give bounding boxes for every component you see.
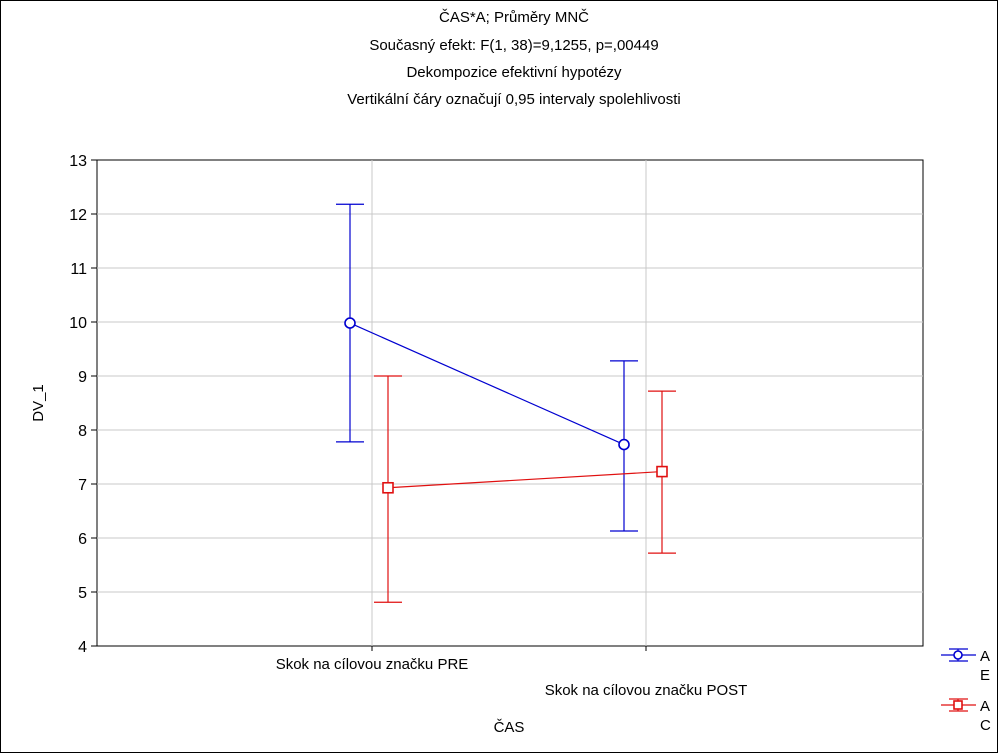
x-axis-label: ČAS bbox=[494, 719, 525, 736]
x-axis: Skok na cílovou značku PRE Skok na cílovo… bbox=[276, 646, 748, 699]
x-tick-label: Skok na cílovou značku POST bbox=[545, 682, 748, 699]
plot-area bbox=[97, 160, 923, 646]
y-tick-label: 7 bbox=[78, 477, 87, 494]
legend-label: C bbox=[980, 717, 991, 734]
data-point bbox=[345, 318, 355, 328]
legend-label: A bbox=[980, 698, 990, 715]
y-tick-label: 4 bbox=[78, 639, 87, 656]
legend-entry-1: AE bbox=[941, 648, 990, 684]
legend-marker bbox=[954, 651, 962, 659]
y-tick-label: 12 bbox=[69, 207, 87, 224]
y-tick-label: 9 bbox=[78, 369, 87, 386]
legend-entry-2: AC bbox=[941, 698, 991, 734]
y-tick-label: 13 bbox=[69, 153, 87, 170]
y-tick-label: 10 bbox=[69, 315, 87, 332]
y-tick-label: 5 bbox=[78, 585, 87, 602]
y-tick-label: 8 bbox=[78, 423, 87, 440]
data-point bbox=[619, 440, 629, 450]
data-point bbox=[383, 483, 393, 493]
data-point bbox=[657, 467, 667, 477]
x-tick-label: Skok na cílovou značku PRE bbox=[276, 656, 469, 673]
legend-marker bbox=[954, 701, 962, 709]
legend-label: E bbox=[980, 667, 990, 684]
y-tick-label: 11 bbox=[70, 261, 87, 278]
legend-label: A bbox=[980, 648, 990, 665]
y-tick-label: 6 bbox=[78, 531, 87, 548]
y-axis: 4 5 6 7 8 9 10 11 12 13 bbox=[69, 153, 97, 656]
y-axis-label: DV_1 bbox=[30, 384, 47, 422]
